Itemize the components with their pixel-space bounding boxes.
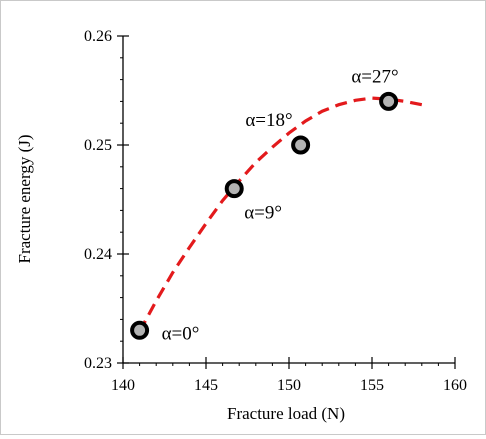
data-point bbox=[291, 135, 311, 155]
x-tick-label: 140 bbox=[111, 377, 135, 394]
x-tick-label: 155 bbox=[360, 377, 384, 394]
x-tick-label: 150 bbox=[277, 377, 301, 394]
point-label: α=9° bbox=[244, 203, 282, 224]
y-tick-label: 0.25 bbox=[84, 137, 112, 154]
trendline-layer bbox=[138, 96, 423, 333]
data-point bbox=[224, 179, 244, 199]
data-points bbox=[130, 91, 399, 340]
y-tick-label: 0.26 bbox=[84, 28, 112, 45]
data-point bbox=[130, 320, 150, 340]
y-tick-label: 0.24 bbox=[84, 246, 112, 263]
axes: 140 145 150 155 160 0.23 0.24 0.25 0.26 bbox=[84, 28, 467, 394]
y-tick-label: 0.23 bbox=[84, 355, 112, 372]
point-label: α=27° bbox=[351, 66, 398, 87]
point-labels: α=0° α=9° α=18° α=27° bbox=[162, 66, 399, 344]
trendline bbox=[138, 96, 423, 333]
point-label: α=0° bbox=[162, 323, 200, 344]
y-axis-label: Fracture energy (J) bbox=[15, 134, 34, 263]
x-axis-label: Fracture load (N) bbox=[227, 404, 345, 423]
point-label: α=18° bbox=[245, 110, 292, 131]
x-tick-label: 160 bbox=[443, 377, 467, 394]
x-tick-label: 145 bbox=[194, 377, 218, 394]
data-point bbox=[379, 91, 399, 111]
